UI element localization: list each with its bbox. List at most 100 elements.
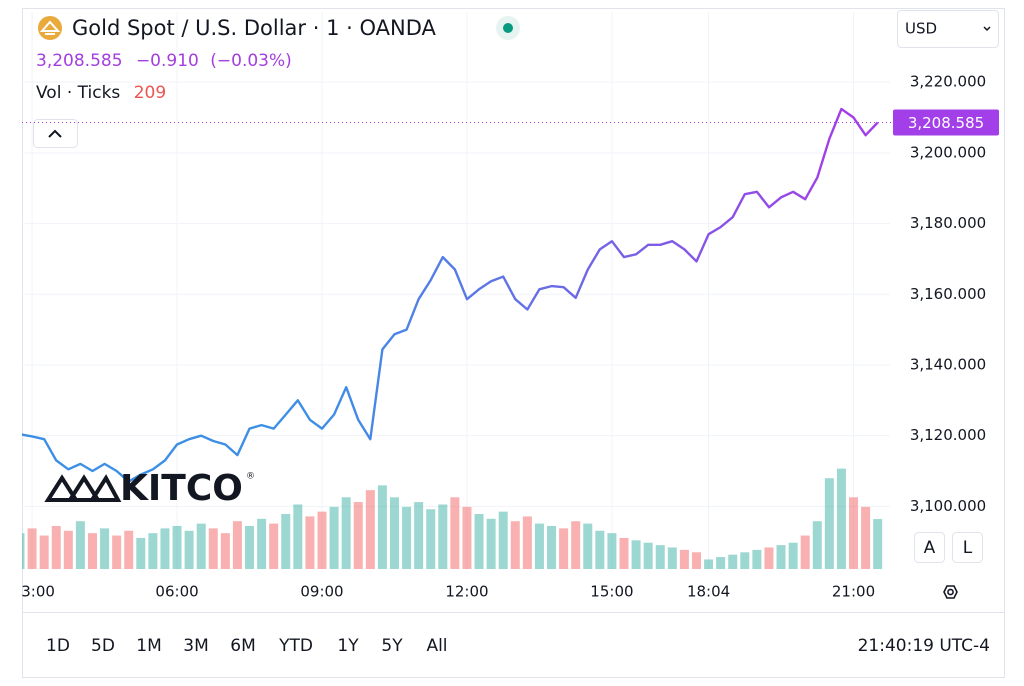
- volume-bar: [100, 528, 110, 569]
- plot: [22, 107, 879, 483]
- chart-title: Gold Spot / U.S. Dollar · 1 · OANDA: [72, 16, 436, 40]
- volume-bar: [800, 535, 810, 569]
- volume-bar: [341, 497, 351, 569]
- timeframe-button[interactable]: 1M: [136, 636, 161, 656]
- volume-bar: [51, 525, 61, 569]
- collapse-icon: [48, 129, 62, 138]
- log-scale-button[interactable]: [952, 532, 983, 563]
- dropdown-icon: [983, 26, 991, 32]
- volume-bar: [208, 528, 218, 569]
- volume-bar: [764, 547, 774, 569]
- volume-bar: [498, 511, 508, 569]
- timeframe-button[interactable]: YTD: [278, 636, 313, 656]
- volume-bar: [559, 528, 569, 569]
- volume-bar: [39, 535, 49, 569]
- volume-bar: [873, 519, 883, 569]
- volume-bar: [22, 533, 25, 569]
- volume-bar: [220, 533, 230, 569]
- volume-bar: [402, 506, 412, 569]
- volume-bar: [547, 525, 557, 569]
- volume-bar: [365, 490, 375, 569]
- auto-scale-button[interactable]: [914, 532, 945, 563]
- timeframe-button[interactable]: 1Y: [337, 636, 359, 656]
- volume-bar: [196, 523, 206, 569]
- volume-bar: [172, 525, 182, 569]
- volume-bar: [257, 518, 267, 569]
- registered-mark: ®: [246, 472, 255, 482]
- volume-bar: [752, 549, 762, 569]
- watermark: KITCO: [120, 468, 243, 509]
- change-percent: (−0.03%): [210, 51, 292, 71]
- volume-bar: [136, 537, 146, 569]
- watermark-logo: KITCO ®: [44, 468, 255, 509]
- volume-bar: [232, 521, 242, 569]
- currency-select[interactable]: [897, 10, 999, 48]
- timeframe-button[interactable]: 3M: [183, 636, 208, 656]
- volume-bar: [75, 521, 85, 569]
- volume-bar: [836, 468, 846, 569]
- volume-bar: [438, 504, 448, 569]
- volume-bar: [148, 533, 158, 569]
- x-tick-label: 09:00: [300, 583, 343, 601]
- volume-bar: [353, 502, 363, 569]
- symbol-icon-glyph: [39, 20, 61, 35]
- timeframe-button[interactable]: 1D: [46, 636, 70, 656]
- volume-bar: [595, 530, 605, 569]
- volume-bar: [861, 506, 871, 569]
- volume-bar: [450, 497, 460, 569]
- volume-bar: [317, 511, 327, 569]
- log-scale: L: [963, 538, 973, 558]
- volume-bar: [510, 521, 520, 569]
- volume-label: Vol · Ticks: [36, 83, 120, 103]
- volume-bar: [329, 506, 339, 569]
- y-tick-label: 3,160.000: [910, 285, 986, 303]
- timeframes: 1D 5D 1M 3M 6M YTD 1Y 5Y All: [46, 636, 447, 656]
- volume-bar: [269, 523, 279, 569]
- volume-bar: [160, 528, 170, 569]
- last-price: 3,208.585: [36, 51, 123, 71]
- settings-icon-center: [947, 588, 954, 596]
- price-line: 3,208.585 −0.910 (−0.03%): [36, 51, 292, 71]
- volume-bar: [631, 540, 641, 569]
- volume-bar: [607, 533, 617, 569]
- volume-bar: [414, 502, 424, 569]
- volume-bar: [534, 523, 544, 569]
- volume-bar: [63, 530, 73, 569]
- last-price-tag-label: 3,208.585: [908, 114, 984, 132]
- x-tick-label: 18:04: [687, 583, 730, 601]
- x-tick-label: 06:00: [155, 583, 198, 601]
- volume-bar: [27, 528, 37, 569]
- timeframe-button[interactable]: 5D: [91, 636, 115, 656]
- volume-bars: [22, 468, 883, 569]
- timeframe-button[interactable]: 6M: [230, 636, 255, 656]
- auto-scale: A: [924, 538, 936, 558]
- volume-value: 209: [134, 83, 166, 103]
- volume-bar: [486, 518, 496, 569]
- volume-bar: [679, 549, 689, 569]
- volume-bar: [377, 485, 387, 569]
- y-tick-label: 3,120.000: [910, 426, 986, 444]
- volume-bar: [740, 552, 750, 569]
- volume-bar: [293, 504, 303, 569]
- frame: [22, 8, 1005, 678]
- volume-bar: [245, 525, 255, 569]
- y-tick-label: 3,180.000: [910, 214, 986, 232]
- settings-icon[interactable]: [943, 585, 958, 599]
- volume-bar: [462, 506, 472, 569]
- volume-bar: [87, 533, 97, 569]
- x-tick-label: 3:00: [21, 583, 55, 601]
- collapse-button[interactable]: [33, 119, 78, 148]
- x-tick-label: 12:00: [445, 583, 488, 601]
- volume-bar: [655, 545, 665, 569]
- volume-bar: [305, 516, 315, 569]
- timeframe-button[interactable]: All: [426, 636, 447, 656]
- clock: 21:40:19 UTC-4: [858, 636, 990, 656]
- change: −0.910: [136, 51, 199, 71]
- volume-bar: [667, 547, 677, 569]
- volume-bar: [571, 521, 581, 569]
- timeframe-button[interactable]: 5Y: [381, 636, 403, 656]
- volume-bar: [812, 521, 822, 569]
- y-tick-label: 3,200.000: [910, 143, 986, 161]
- volume-legend: Vol · Ticks 209: [36, 83, 166, 103]
